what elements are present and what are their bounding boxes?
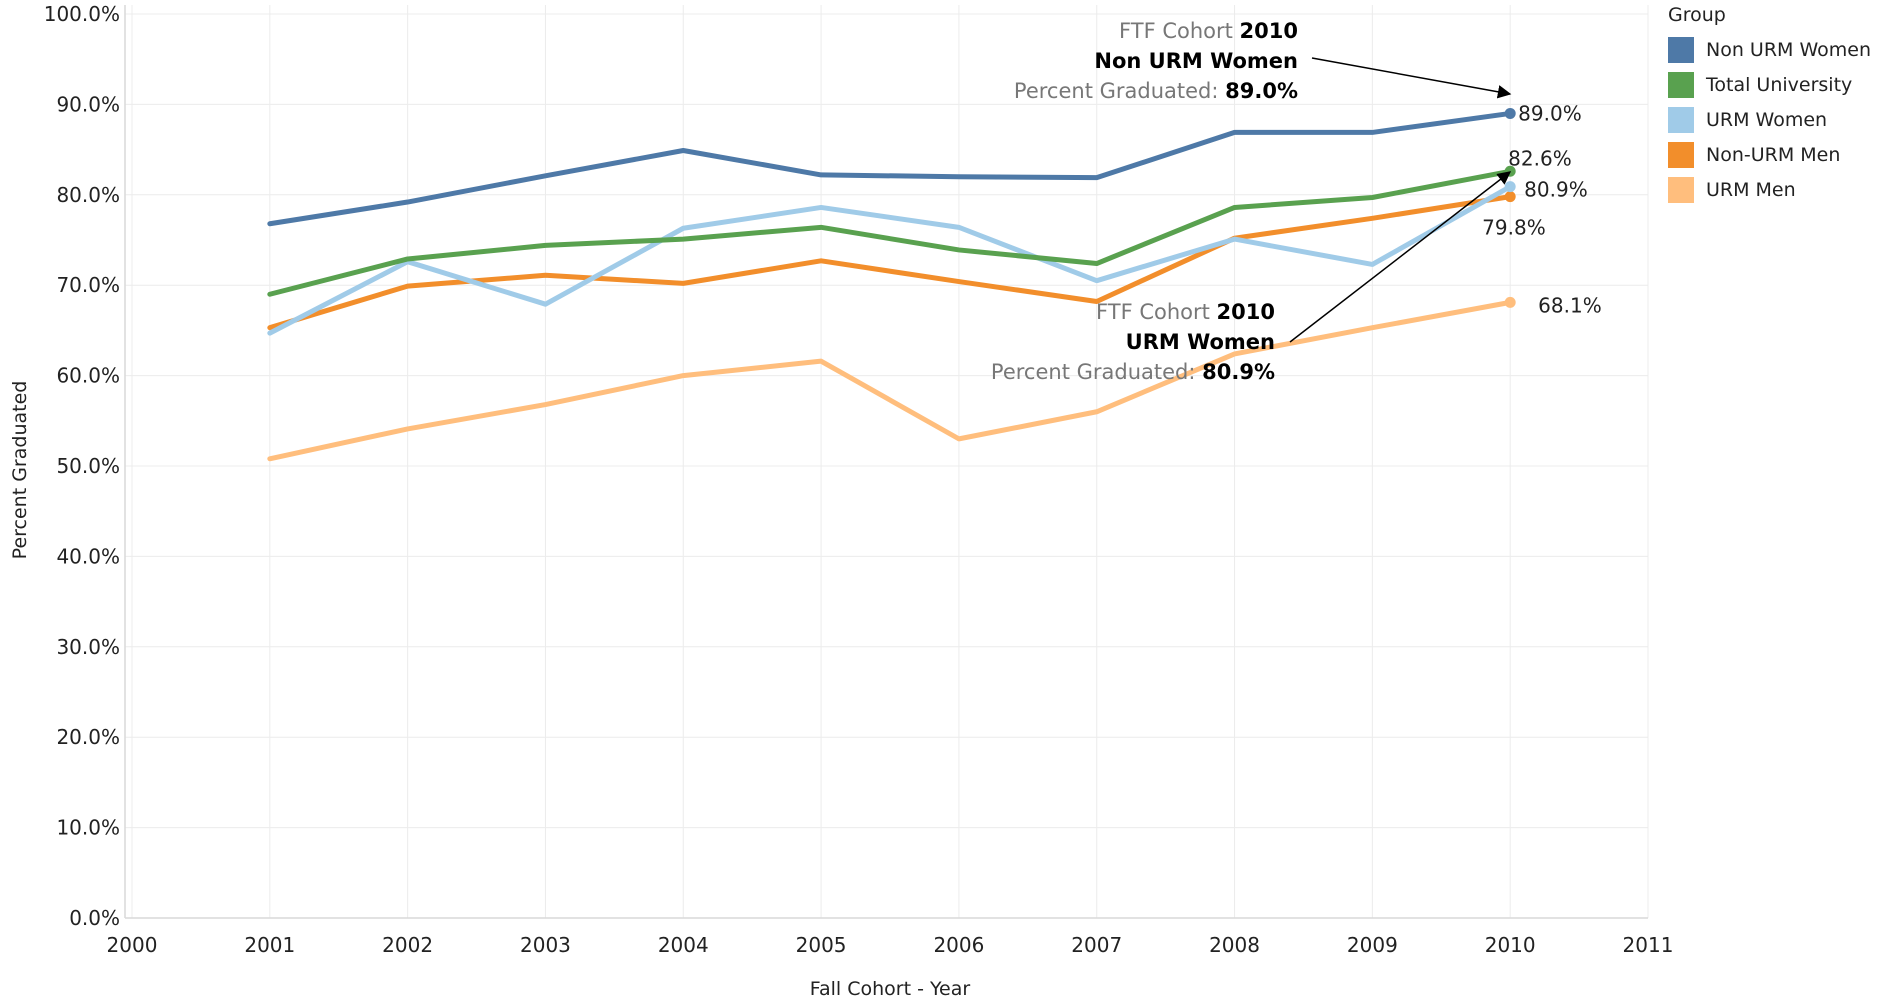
axes bbox=[124, 5, 1648, 919]
end-label-urm-women: 80.9% bbox=[1524, 178, 1588, 202]
y-tick-label: 70.0% bbox=[56, 273, 120, 297]
legend-item-total-university[interactable]: Total University bbox=[1668, 67, 1871, 102]
legend-label: Non URM Women bbox=[1706, 38, 1871, 61]
legend-item-non-urm-women[interactable]: Non URM Women bbox=[1668, 32, 1871, 67]
annotation-2-line3: Percent Graduated: 80.9% bbox=[991, 360, 1275, 384]
x-tick-label: 2005 bbox=[796, 933, 847, 957]
x-tick-label: 2006 bbox=[933, 933, 984, 957]
annotation-non-urm-women: FTF Cohort 2010 Non URM Women Percent Gr… bbox=[1014, 19, 1512, 103]
x-tick-label: 2009 bbox=[1347, 933, 1398, 957]
annotation-1-arrow bbox=[1311, 57, 1512, 99]
y-tick-label: 50.0% bbox=[56, 454, 120, 478]
end-label-total-university: 82.6% bbox=[1508, 146, 1572, 170]
annotation-2-line2: URM Women bbox=[1126, 330, 1275, 354]
y-tick-label: 30.0% bbox=[56, 635, 120, 659]
x-axis-title: Fall Cohort - Year bbox=[810, 978, 971, 997]
end-point-non-urm-women bbox=[1504, 107, 1516, 119]
x-tick-labels: 2000 2001 2002 2003 2004 2005 2006 2007 2008 2009… bbox=[107, 933, 1674, 957]
y-tick-label: 90.0% bbox=[56, 92, 120, 116]
annotations: FTF Cohort 2010 Non URM Women Percent Gr… bbox=[991, 19, 1512, 384]
legend-item-urm-men[interactable]: URM Men bbox=[1668, 172, 1871, 207]
end-labels: 89.0% 82.6% 80.9% 79.8% 68.1% bbox=[1482, 101, 1602, 317]
legend-swatch bbox=[1668, 176, 1694, 203]
y-tick-label: 80.0% bbox=[56, 183, 120, 207]
x-tick-label: 2011 bbox=[1623, 933, 1674, 957]
end-label-urm-men: 68.1% bbox=[1538, 293, 1602, 317]
x-tick-label: 2003 bbox=[520, 933, 571, 957]
annotation-2-line1: FTF Cohort 2010 bbox=[1096, 300, 1275, 324]
series-line-urm-women bbox=[267, 184, 1513, 336]
series-lines bbox=[267, 107, 1516, 462]
series-line-total-university bbox=[267, 168, 1513, 297]
legend-label: Total University bbox=[1706, 73, 1853, 96]
x-tick-label: 2000 bbox=[107, 933, 158, 957]
x-tick-label: 2004 bbox=[658, 933, 709, 957]
legend-swatch bbox=[1668, 106, 1694, 133]
legend-title: Group bbox=[1668, 4, 1726, 26]
end-point-urm-women bbox=[1504, 181, 1516, 193]
legend-label: Non-URM Men bbox=[1706, 143, 1841, 166]
annotation-2-arrow bbox=[1289, 171, 1512, 343]
y-tick-labels: 0.0% 10.0% 20.0% 30.0% 40.0% 50.0% 60.0% 70.0% 8… bbox=[44, 2, 120, 930]
y-tick-label: 0.0% bbox=[69, 906, 120, 930]
end-label-non-urm-men: 79.8% bbox=[1482, 216, 1546, 240]
y-tick-label: 60.0% bbox=[56, 364, 120, 388]
legend-swatch bbox=[1668, 36, 1694, 63]
end-point-urm-men bbox=[1504, 296, 1516, 308]
annotation-urm-women: FTF Cohort 2010 URM Women Percent Gradua… bbox=[991, 171, 1512, 384]
annotation-1-line1: FTF Cohort 2010 bbox=[1119, 19, 1298, 43]
x-tick-label: 2010 bbox=[1485, 933, 1536, 957]
y-tick-label: 100.0% bbox=[44, 2, 120, 26]
series-line-urm-men bbox=[267, 299, 1513, 462]
legend-item-urm-women[interactable]: URM Women bbox=[1668, 102, 1871, 137]
grid bbox=[125, 5, 1649, 918]
y-tick-label: 10.0% bbox=[56, 816, 120, 840]
end-label-non-urm-women: 89.0% bbox=[1518, 101, 1582, 125]
series-line-non-urm-women bbox=[267, 110, 1513, 227]
end-point-non-urm-men bbox=[1504, 191, 1516, 203]
legend-swatch bbox=[1668, 71, 1694, 98]
annotation-1-line2: Non URM Women bbox=[1094, 49, 1298, 73]
legend-item-non-urm-men[interactable]: Non-URM Men bbox=[1668, 137, 1871, 172]
legend-swatch bbox=[1668, 141, 1694, 168]
legend-label: URM Men bbox=[1706, 178, 1796, 201]
x-tick-label: 2002 bbox=[382, 933, 433, 957]
legend-items: Non URM Women Total University URM Women No… bbox=[1668, 32, 1871, 207]
x-tick-label: 2007 bbox=[1071, 933, 1122, 957]
annotation-1-line3: Percent Graduated: 89.0% bbox=[1014, 79, 1298, 103]
x-tick-label: 2001 bbox=[244, 933, 295, 957]
y-axis-title: Percent Graduated bbox=[9, 381, 31, 560]
legend-label: URM Women bbox=[1706, 108, 1828, 131]
y-tick-label: 20.0% bbox=[56, 725, 120, 749]
legend: Group Non URM Women Total University URM W… bbox=[1668, 4, 1871, 207]
x-tick-label: 2008 bbox=[1209, 933, 1260, 957]
y-tick-label: 40.0% bbox=[56, 544, 120, 568]
